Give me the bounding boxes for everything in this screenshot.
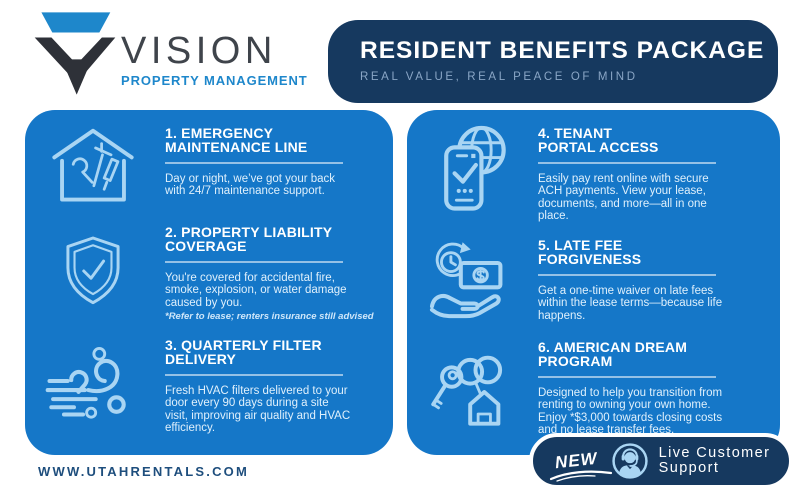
benefit-item-emergency-maintenance: 1. EMERGENCY MAINTENANCE LINE Day or nig… [45, 124, 375, 208]
vision-v-logo-icon [34, 12, 116, 95]
live-support-pill[interactable]: NEW Live Customer Support [529, 433, 793, 489]
divider [165, 261, 343, 263]
new-badge: NEW [549, 449, 613, 482]
benefit-title: 5. LATE FEE FORGIVENESS [538, 237, 642, 267]
swoosh-underline-icon [549, 470, 613, 482]
benefit-item-liability-coverage: 2. PROPERTY LIABILITY COVERAGE You're co… [45, 223, 375, 322]
air-wind-icon [45, 336, 140, 435]
benefits-panel-left: 1. EMERGENCY MAINTENANCE LINE Day or nig… [25, 110, 393, 455]
benefit-body: Fresh HVAC filters delivered to your doo… [165, 384, 351, 435]
benefit-item-american-dream: 6. AMERICAN DREAM PROGRAM Designed to he… [421, 338, 776, 437]
hand-money-icon [421, 236, 515, 326]
benefit-title: 2. PROPERTY LIABILITY COVERAGE [165, 224, 333, 254]
benefit-note: *Refer to lease; renters insurance still… [165, 311, 374, 322]
brand-tagline: PROPERTY MANAGEMENT [121, 73, 308, 88]
divider [538, 274, 716, 276]
banner-subtitle: REAL VALUE, REAL PEACE OF MIND [360, 71, 638, 83]
brand-text: VISION PROPERTY MANAGEMENT [121, 10, 308, 88]
website-link[interactable]: WWW.UTAHRENTALS.COM [38, 464, 250, 479]
benefit-body: Day or night, we’ve got your back with 2… [165, 172, 336, 198]
benefit-title: 6. AMERICAN DREAM PROGRAM [538, 339, 688, 369]
brand-logo: VISION PROPERTY MANAGEMENT [33, 10, 308, 102]
benefit-title: 1. EMERGENCY MAINTENANCE LINE [165, 125, 308, 155]
banner-title: RESIDENT BENEFITS PACKAGE [360, 37, 765, 64]
benefit-body: Easily pay rent online with secure ACH p… [538, 172, 709, 223]
benefit-item-late-fee: 5. LATE FEE FORGIVENESS Get a one-time w… [421, 236, 776, 326]
phone-globe-icon [421, 122, 515, 223]
benefit-body: Designed to help you transition from ren… [538, 386, 723, 437]
benefit-title: 3. QUARTERLY FILTER DELIVERY [165, 337, 322, 367]
brand-name: VISION [121, 30, 277, 72]
headset-agent-icon [612, 443, 648, 479]
benefit-item-tenant-portal: 4. TENANT PORTAL ACCESS Easily pay rent … [421, 122, 776, 223]
benefit-body: You're covered for accidental fire, smok… [165, 271, 347, 309]
house-tools-icon [45, 124, 140, 208]
benefit-body: Get a one-time waiver on late fees withi… [538, 284, 723, 322]
header-banner: RESIDENT BENEFITS PACKAGE REAL VALUE, RE… [328, 20, 778, 103]
benefit-item-filter-delivery: 3. QUARTERLY FILTER DELIVERY Fresh HVAC … [45, 336, 375, 435]
divider [538, 376, 716, 378]
keys-house-icon [421, 338, 515, 437]
divider [538, 162, 716, 164]
shield-check-icon [45, 223, 140, 322]
benefit-title: 4. TENANT PORTAL ACCESS [538, 125, 659, 155]
divider [165, 374, 343, 376]
benefits-panel-right: 4. TENANT PORTAL ACCESS Easily pay rent … [407, 110, 780, 455]
divider [165, 162, 343, 164]
support-label: Live Customer Support [658, 445, 771, 476]
